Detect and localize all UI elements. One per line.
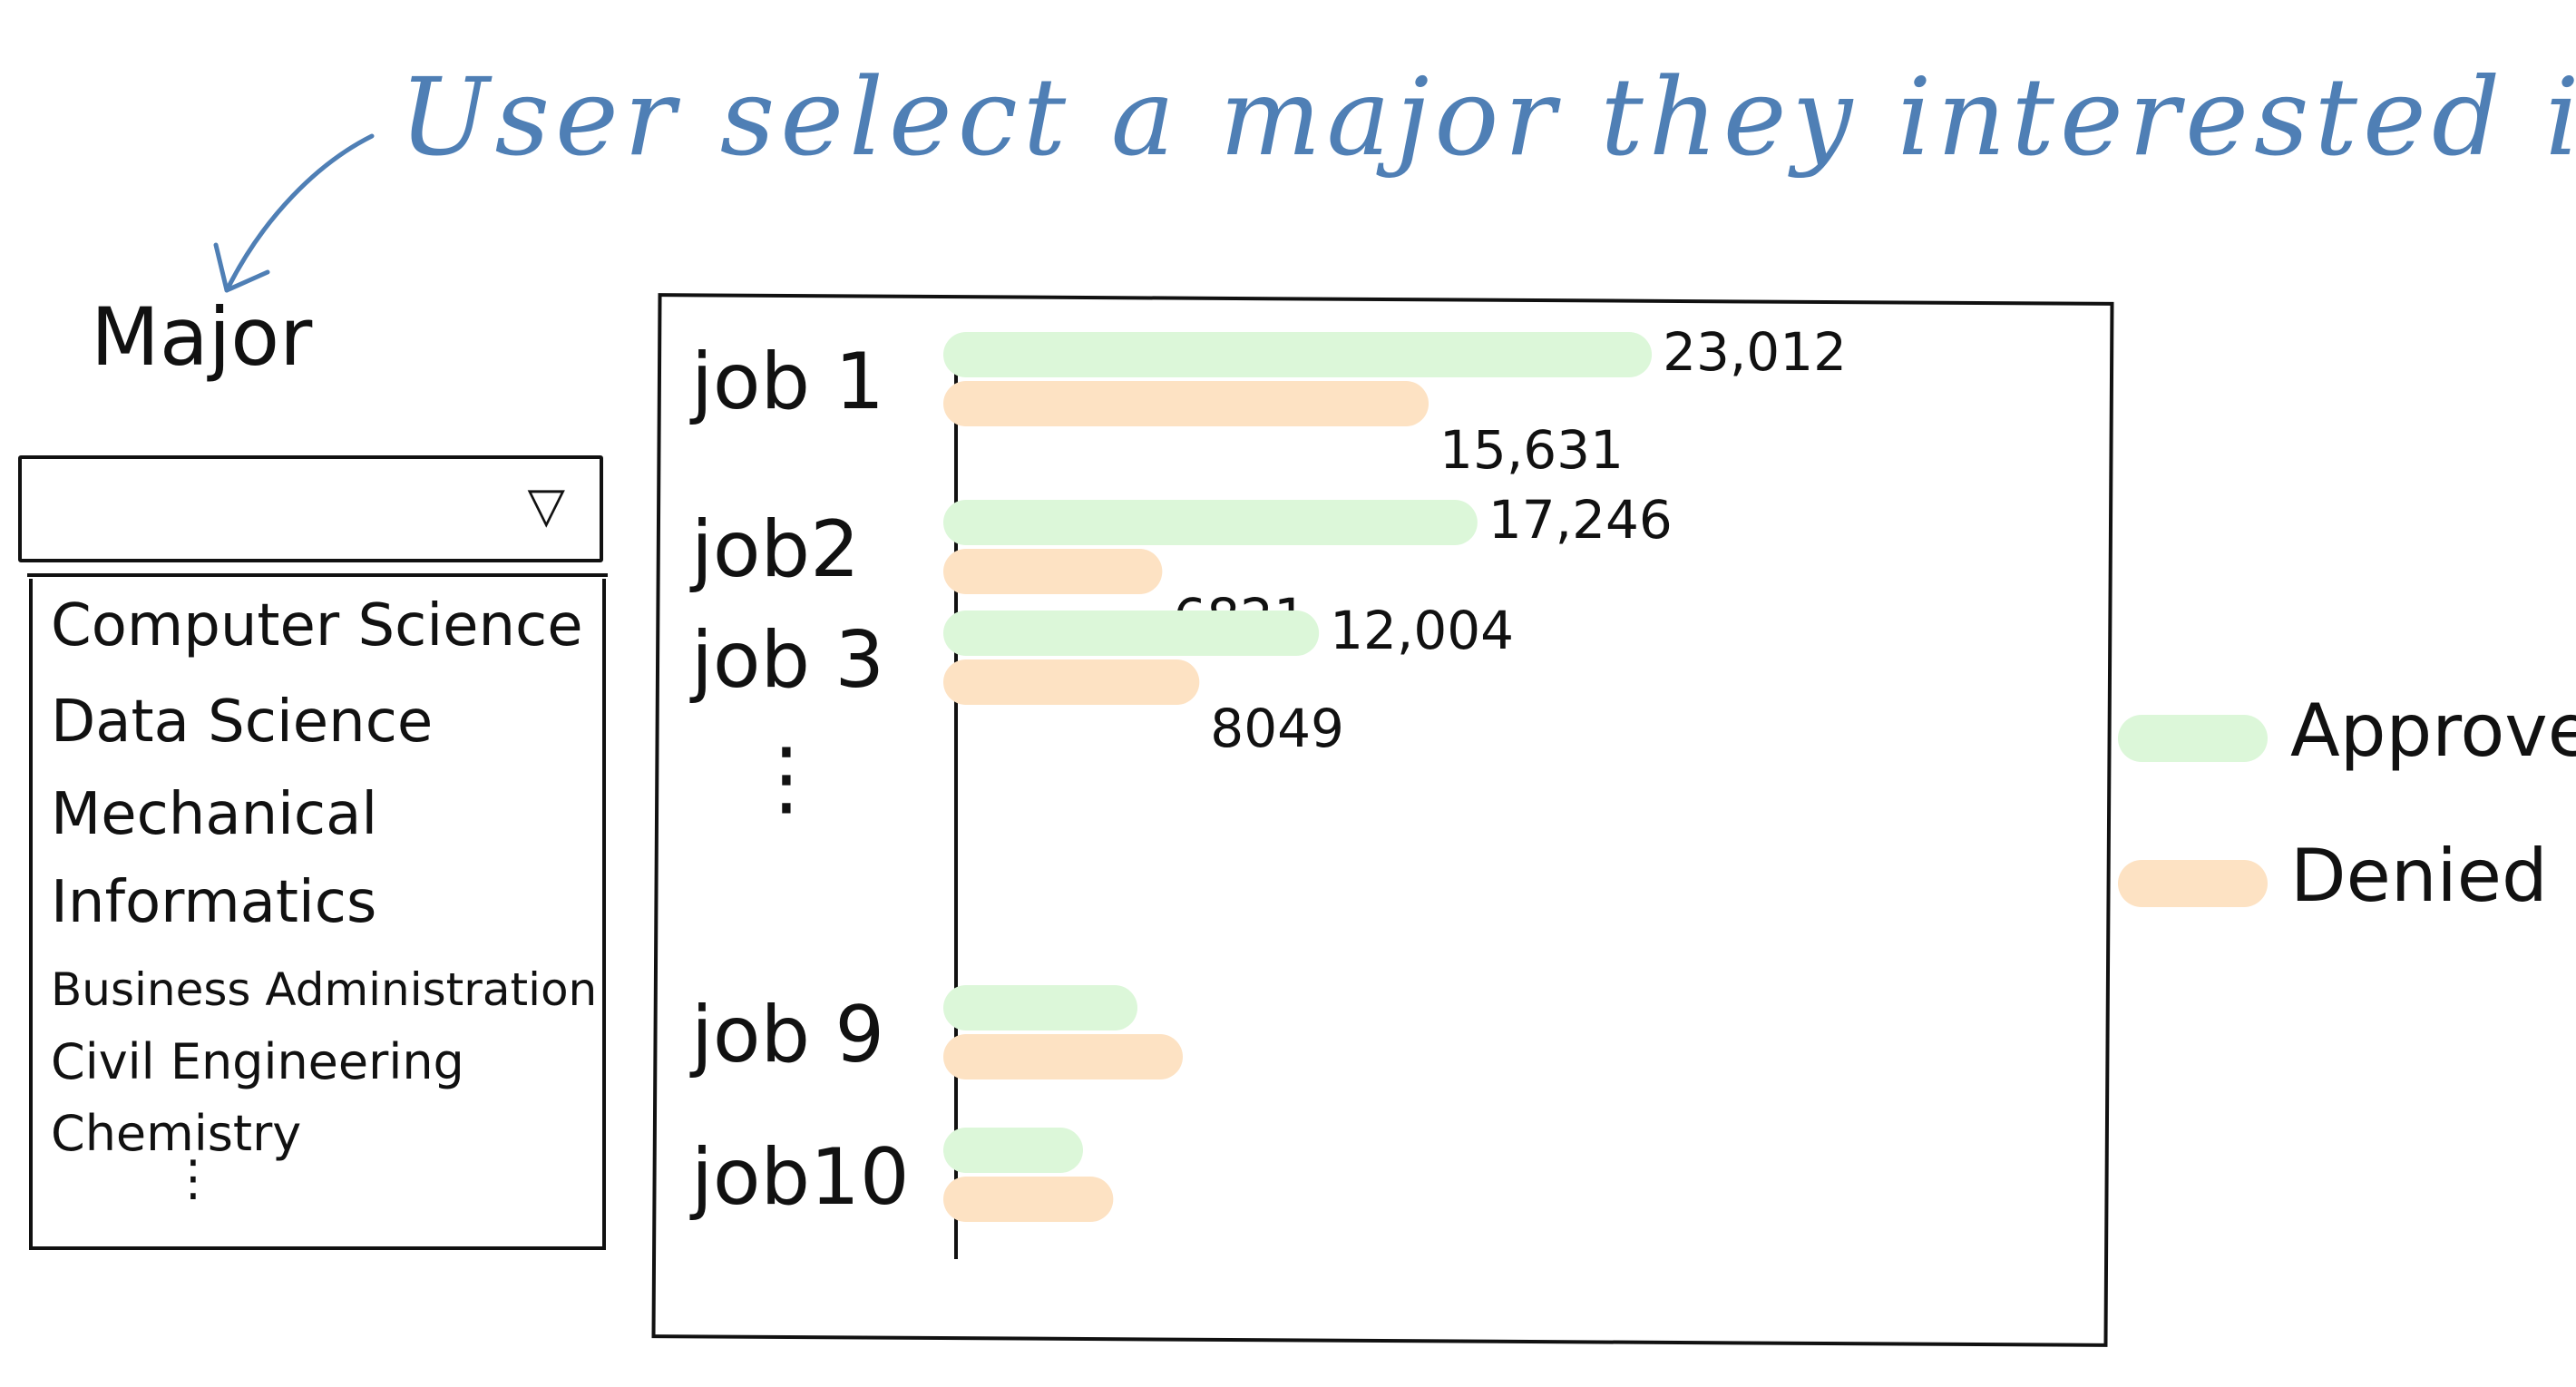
option-informatics[interactable]: Informatics — [51, 869, 377, 936]
bar-approved — [943, 1128, 1083, 1173]
major-options-list: Computer Science Data Science Mechanical… — [29, 579, 606, 1250]
data-label-approved: 23,012 — [1663, 321, 1847, 383]
option-civil-engineering[interactable]: Civil Engineering — [51, 1033, 464, 1090]
legend-swatch-denied — [2118, 860, 2268, 907]
data-label-approved: 12,004 — [1330, 600, 1514, 661]
option-mechanical[interactable]: Mechanical — [51, 781, 378, 848]
bar-denied — [943, 1177, 1114, 1222]
option-chemistry[interactable]: Chemistry — [51, 1105, 302, 1162]
category-label: job 3 — [689, 615, 884, 706]
more-options-indicator: ⋮ — [169, 1149, 218, 1206]
category-label: job 1 — [689, 337, 884, 427]
bar-denied — [943, 1034, 1183, 1079]
bar-approved — [943, 985, 1137, 1030]
category-label: job2 — [689, 504, 860, 595]
major-dropdown[interactable]: ▽ — [18, 455, 603, 562]
major-label: Major — [91, 290, 313, 384]
bar-denied — [943, 381, 1429, 426]
category-label: job 9 — [689, 990, 884, 1080]
bar-approved — [943, 500, 1478, 545]
annotation-arrow-icon — [213, 133, 375, 293]
category-label: job10 — [689, 1132, 910, 1223]
bar-denied — [943, 549, 1163, 594]
instruction-annotation: User select a major they interested in. — [399, 54, 2576, 180]
legend-label-approved: Approved — [2290, 689, 2576, 773]
bar-approved — [943, 610, 1320, 656]
data-label-denied: 15,631 — [1439, 419, 1624, 481]
option-computer-science[interactable]: Computer Science — [51, 592, 583, 659]
legend-swatch-approved — [2118, 715, 2268, 762]
options-list-top-border — [27, 573, 608, 577]
option-business-administration[interactable]: Business Administration — [51, 963, 598, 1016]
bar-approved — [943, 332, 1653, 377]
option-data-science[interactable]: Data Science — [51, 689, 434, 756]
chevron-down-icon[interactable]: ▽ — [527, 476, 565, 533]
data-label-denied: 8049 — [1210, 698, 1344, 759]
legend-item-denied: Denied — [2118, 840, 2553, 913]
data-label-approved: 17,246 — [1488, 489, 1673, 551]
legend-item-approved: Approved — [2118, 695, 2576, 767]
category-gap-indicator: ⋮ — [746, 730, 827, 825]
bar-denied — [943, 659, 1200, 705]
chart-legend: Approved Denied — [2109, 689, 2576, 925]
legend-label-denied: Denied — [2290, 834, 2548, 918]
